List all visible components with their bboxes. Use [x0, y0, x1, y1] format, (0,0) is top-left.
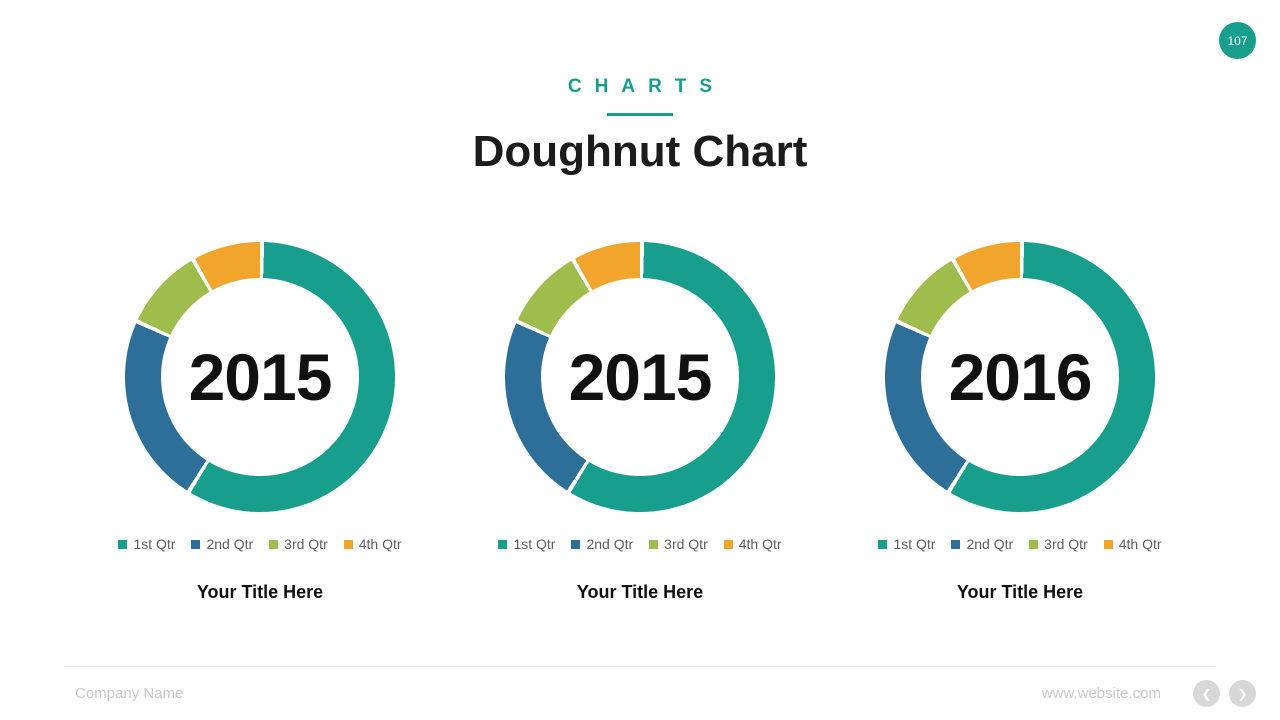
legend-swatch-icon [878, 539, 888, 549]
legend-label: 2nd Qtr [586, 536, 634, 552]
doughnut-chart-3: 2016 [885, 242, 1155, 512]
page-number: 107 [1227, 33, 1248, 48]
legend-label: 4th Qtr [738, 536, 782, 552]
chart-title: Your Title Here [956, 582, 1084, 602]
legend-label: 3rd Qtr [664, 536, 708, 552]
legend-label: 1st Qtr [133, 536, 176, 552]
legend-item: 1st Qtr [878, 536, 935, 552]
doughnut-center-label: 2015 [568, 340, 713, 414]
doughnut-chart-2: 2015 [505, 242, 775, 512]
legend-item: 1st Qtr [118, 536, 175, 552]
nav-next-button[interactable]: ❯ [1229, 680, 1256, 707]
footer: Company Name www.website.com ❮ ❯ [75, 667, 1256, 720]
legend-label: 4th Qtr [358, 536, 402, 552]
chevron-right-icon: ❯ [1237, 686, 1248, 701]
chart-column-3: 2016 1st Qtr 2nd Qtr 3rd Qtr 4 [840, 242, 1200, 603]
doughnut-hole-2: 2015 [541, 278, 739, 476]
section-eyebrow: CHARTS [567, 76, 726, 97]
footer-divider [64, 666, 1216, 667]
legend-swatch-icon [1029, 539, 1039, 549]
doughnut-hole-3: 2016 [921, 278, 1119, 476]
company-name: Company Name [75, 685, 184, 702]
legend-item: 3rd Qtr [269, 536, 328, 552]
legend-item: 4th Qtr [723, 536, 782, 552]
chart-legend-3: 1st Qtr 2nd Qtr 3rd Qtr 4th Qtr [878, 536, 1162, 552]
legend-swatch-icon [498, 539, 508, 549]
slide-header: CHARTS Doughnut Chart [0, 0, 1280, 178]
slide-nav: ❮ ❯ [1193, 680, 1256, 707]
doughnut-center-label: 2015 [188, 340, 333, 414]
doughnut-chart-1: 2015 [125, 242, 395, 512]
legend-item: 3rd Qtr [649, 536, 708, 552]
legend-label: 2nd Qtr [206, 536, 254, 552]
page-number-badge: 107 [1219, 22, 1256, 59]
charts-row: 2015 1st Qtr 2nd Qtr 3rd Qtr 4 [0, 242, 1280, 603]
legend-label: 3rd Qtr [1044, 536, 1088, 552]
chevron-left-icon: ❮ [1201, 686, 1212, 701]
legend-swatch-icon [649, 539, 659, 549]
chart-column-1: 2015 1st Qtr 2nd Qtr 3rd Qtr 4 [80, 242, 440, 603]
legend-label: 1st Qtr [513, 536, 556, 552]
website-url: www.website.com [1041, 685, 1161, 702]
legend-label: 1st Qtr [893, 536, 936, 552]
legend-label: 3rd Qtr [284, 536, 328, 552]
legend-label: 2nd Qtr [966, 536, 1014, 552]
legend-swatch-icon [723, 539, 733, 549]
legend-item: 1st Qtr [498, 536, 555, 552]
doughnut-hole-1: 2015 [161, 278, 359, 476]
chart-title: Your Title Here [196, 582, 324, 602]
legend-swatch-icon [951, 539, 961, 549]
eyebrow-underline [607, 113, 673, 116]
chart-legend-1: 1st Qtr 2nd Qtr 3rd Qtr 4th Qtr [118, 536, 402, 552]
legend-item: 4th Qtr [343, 536, 402, 552]
legend-swatch-icon [571, 539, 581, 549]
legend-label: 4th Qtr [1118, 536, 1162, 552]
legend-item: 2nd Qtr [571, 536, 633, 552]
legend-item: 2nd Qtr [191, 536, 253, 552]
legend-swatch-icon [269, 539, 279, 549]
legend-swatch-icon [343, 539, 353, 549]
legend-item: 4th Qtr [1103, 536, 1162, 552]
legend-item: 2nd Qtr [951, 536, 1013, 552]
doughnut-center-label: 2016 [948, 340, 1093, 414]
chart-column-2: 2015 1st Qtr 2nd Qtr 3rd Qtr 4 [460, 242, 820, 603]
page-title: Doughnut Chart [472, 127, 808, 176]
legend-swatch-icon [1103, 539, 1113, 549]
chart-legend-2: 1st Qtr 2nd Qtr 3rd Qtr 4th Qtr [498, 536, 782, 552]
chart-title: Your Title Here [576, 582, 704, 602]
legend-swatch-icon [118, 539, 128, 549]
nav-prev-button[interactable]: ❮ [1193, 680, 1220, 707]
legend-swatch-icon [191, 539, 201, 549]
legend-item: 3rd Qtr [1029, 536, 1088, 552]
